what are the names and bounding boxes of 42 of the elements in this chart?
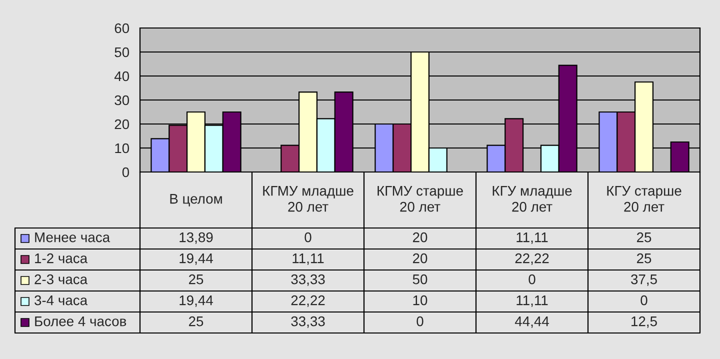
data-label: 50 <box>412 274 428 284</box>
legend-label: Более 4 часов <box>35 316 126 326</box>
data-label: 33,33 <box>291 316 325 328</box>
data-label: 11,11 <box>292 254 324 265</box>
y-tick-label: 10 <box>115 143 130 154</box>
y-tick-label: 0 <box>122 167 130 178</box>
x-tick-label: КГМУ младше 20 лет <box>263 186 354 212</box>
data-label: 37,5 <box>631 274 657 286</box>
data-label: 19,44 <box>180 253 213 265</box>
legend-label: 1-2 часа <box>35 253 88 264</box>
data-label: 44,44 <box>514 316 549 328</box>
data-label: 10 <box>413 295 428 306</box>
data-label: 33,33 <box>291 274 325 286</box>
data-label: 25 <box>636 253 652 264</box>
data-label: 25 <box>188 316 204 326</box>
data-label: 11,11 <box>516 232 548 244</box>
y-tick-label: 20 <box>114 119 130 130</box>
x-tick-label: В целом <box>170 194 222 206</box>
data-label: 12,5 <box>632 316 657 328</box>
data-label: 11,11 <box>516 296 548 307</box>
data-label: 22,22 <box>515 253 549 265</box>
data-label: 25 <box>636 232 652 242</box>
data-label: 13,89 <box>180 232 213 244</box>
y-tick-label: 50 <box>114 47 130 58</box>
data-label: 20 <box>412 232 428 242</box>
data-label: 0 <box>640 295 648 306</box>
data-label: 20 <box>412 253 428 264</box>
legend-label: 2-3 часа <box>34 274 88 284</box>
data-label: 0 <box>304 232 312 242</box>
y-tick-label: 60 <box>114 23 130 34</box>
x-tick-label: КГУ младше 20 лет <box>492 186 572 212</box>
data-label: 25 <box>188 274 204 284</box>
x-tick-label: КГМУ старше 20 лет <box>378 186 463 212</box>
data-label: 22,22 <box>291 295 325 307</box>
data-label: 19,44 <box>180 295 213 307</box>
data-label: 0 <box>528 274 536 284</box>
legend-label: Менее часа <box>35 232 110 242</box>
x-tick-label: КГУ старше 20 лет <box>607 186 682 212</box>
y-tick-label: 30 <box>114 95 130 106</box>
data-label: 0 <box>416 316 424 326</box>
legend-label: 3-4 часа <box>34 295 88 306</box>
y-tick-label: 40 <box>114 71 130 82</box>
